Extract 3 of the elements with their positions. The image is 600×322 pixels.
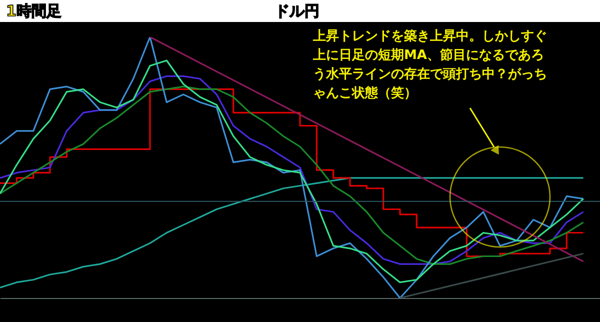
chart-title: ドル円 [274,2,320,20]
annotation: 上昇トレンドを築き上昇中。しかしすぐ上に日足の短期MA、節目になるであろう水平ラインの存在で頭打ち中？がっちゃんこ状態（笑） [312,29,547,101]
text: 1時間足 [6,2,62,20]
